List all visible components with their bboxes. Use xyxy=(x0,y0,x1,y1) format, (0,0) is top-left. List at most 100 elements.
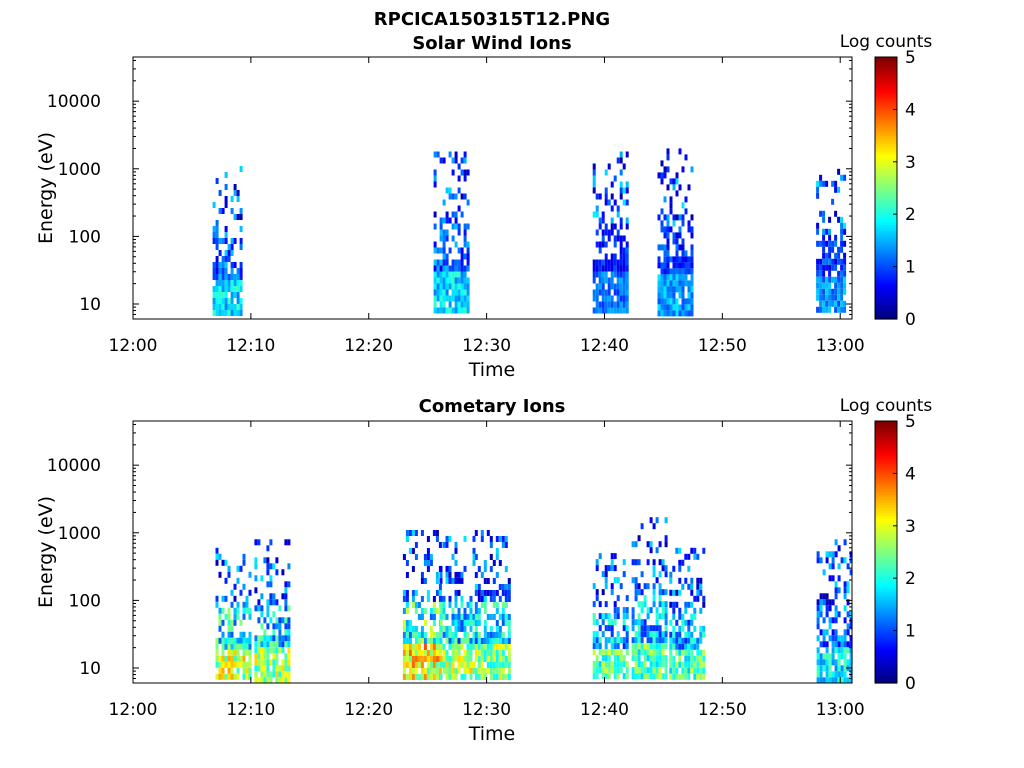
heatmap-cell xyxy=(669,292,673,299)
heatmap-cell xyxy=(622,289,626,296)
heatmap-cell xyxy=(834,240,838,247)
heatmap-cell xyxy=(616,229,620,236)
heatmap-cell xyxy=(699,589,703,596)
heatmap-cell xyxy=(643,619,647,626)
colorbar-tick-label: 1 xyxy=(905,622,916,642)
heatmap-cell xyxy=(442,199,446,206)
heatmap-cell xyxy=(613,619,617,626)
colorbar-segment xyxy=(875,146,897,150)
heatmap-cell xyxy=(601,229,605,236)
heatmap-cell xyxy=(684,262,688,269)
heatmap-cell xyxy=(843,300,847,307)
heatmap-cell xyxy=(215,643,219,650)
heatmap-cell xyxy=(263,665,267,672)
heatmap-cell xyxy=(242,667,246,674)
colorbar-segment xyxy=(875,198,897,202)
heatmap-cell xyxy=(625,667,629,674)
heatmap-cell xyxy=(660,310,664,317)
heatmap-cell xyxy=(501,536,505,542)
heatmap-cell xyxy=(669,655,673,662)
heatmap-cell xyxy=(661,613,665,620)
heatmap-cell xyxy=(663,292,667,299)
heatmap-cell xyxy=(675,274,679,281)
heatmap-cell xyxy=(429,656,433,662)
heatmap-cell xyxy=(260,623,264,630)
heatmap-cell xyxy=(472,547,476,554)
heatmap-cell xyxy=(664,541,668,548)
heatmap-cell xyxy=(825,288,829,295)
heatmap-cell xyxy=(672,232,676,239)
heatmap-cell xyxy=(463,667,467,674)
heatmap-cell xyxy=(242,601,246,608)
heatmap-cell xyxy=(652,643,656,650)
heatmap-cell xyxy=(483,632,487,638)
heatmap-cell xyxy=(634,619,638,626)
heatmap-cell xyxy=(622,613,626,620)
colorbar-tick-label: 4 xyxy=(905,100,916,120)
heatmap-cell xyxy=(227,673,231,680)
heatmap-cell xyxy=(433,301,437,308)
heatmap-cell xyxy=(432,662,436,668)
heatmap-cell xyxy=(281,593,285,600)
heatmap-cell xyxy=(678,589,682,596)
colorbar-segment xyxy=(875,180,897,184)
heatmap-cell xyxy=(816,180,820,187)
heatmap-cell xyxy=(495,536,499,542)
heatmap-cell xyxy=(278,665,282,672)
colorbar-segment xyxy=(875,567,897,571)
heatmap-cell xyxy=(652,565,656,572)
heatmap-cell xyxy=(439,265,443,272)
heatmap-cell xyxy=(825,264,829,271)
heatmap-cell xyxy=(230,649,234,656)
heatmap-cell xyxy=(263,653,267,660)
heatmap-cell xyxy=(625,595,629,602)
heatmap-cell xyxy=(466,289,470,296)
heatmap-cell xyxy=(472,643,476,650)
heatmap-cell xyxy=(828,246,832,253)
heatmap-cell xyxy=(675,667,679,674)
heatmap-cell xyxy=(457,577,461,584)
heatmap-cell xyxy=(230,196,234,202)
colorbar-segment xyxy=(875,305,897,310)
heatmap-cell xyxy=(432,668,436,674)
heatmap-cell xyxy=(666,214,670,221)
heatmap-cell xyxy=(702,649,706,656)
heatmap-cell xyxy=(275,569,279,576)
heatmap-cell xyxy=(846,563,850,570)
heatmap-cell xyxy=(661,631,665,638)
heatmap-cell xyxy=(663,256,667,263)
heatmap-cell xyxy=(448,247,452,254)
heatmap-cell xyxy=(819,611,823,618)
heatmap-cell xyxy=(598,289,602,296)
heatmap-cell xyxy=(675,178,679,185)
heatmap-cell xyxy=(610,643,614,650)
heatmap-cell xyxy=(504,542,508,548)
heatmap-cell xyxy=(417,614,421,620)
x-tick-label: 12:40 xyxy=(580,336,629,356)
heatmap-cell xyxy=(840,216,844,223)
heatmap-cell xyxy=(672,298,676,305)
heatmap-cell xyxy=(831,240,835,247)
heatmap-cell xyxy=(846,599,850,606)
heatmap-cell xyxy=(664,535,668,542)
heatmap-cell xyxy=(690,589,694,596)
heatmap-cell xyxy=(221,310,225,316)
heatmap-cell xyxy=(687,268,691,275)
heatmap-cell xyxy=(429,662,433,668)
heatmap-cell xyxy=(652,631,656,638)
heatmap-cell xyxy=(489,554,493,560)
heatmap-cell xyxy=(822,282,826,289)
heatmap-cell xyxy=(451,619,455,626)
heatmap-cell xyxy=(457,619,461,626)
heatmap-cell xyxy=(825,228,829,235)
colorbar-segment xyxy=(875,148,897,152)
heatmap-cell xyxy=(622,559,626,566)
heatmap-cell xyxy=(610,583,614,590)
heatmap-cell xyxy=(272,665,276,672)
heatmap-cell xyxy=(816,192,820,199)
heatmap-cell xyxy=(601,649,605,656)
heatmap-cell xyxy=(631,613,635,620)
heatmap-cell xyxy=(445,217,449,224)
heatmap-cell xyxy=(492,638,496,644)
colorbar-tick-label: 2 xyxy=(905,569,916,589)
